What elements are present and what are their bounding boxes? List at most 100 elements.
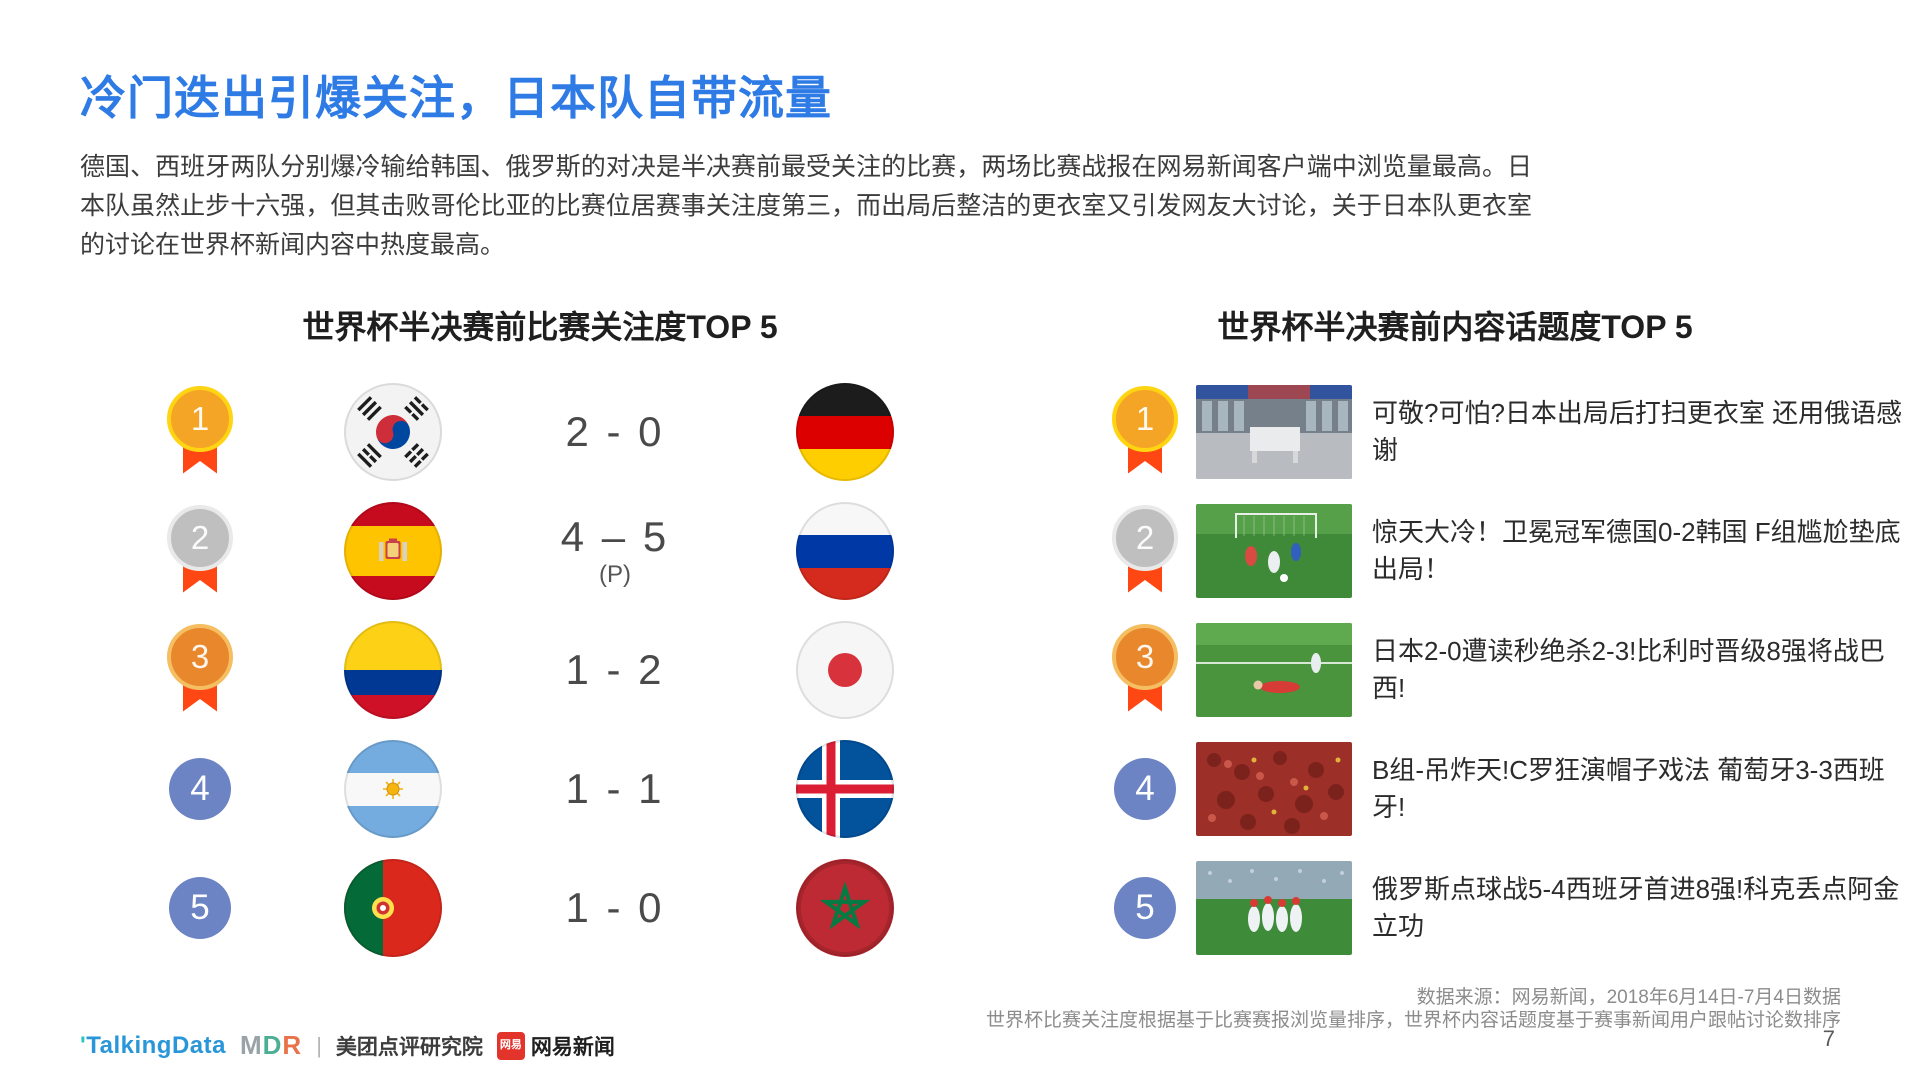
mdr-logo: MDR	[240, 1030, 302, 1061]
score-text: 2 - 0	[565, 407, 665, 455]
locker-room-photo	[1196, 384, 1352, 479]
celebration-photo	[1196, 860, 1352, 955]
news-row: 2 惊天大冷！卫冕冠军德国0-2韩国 F组尴尬垫底出局！	[0, 491, 1921, 610]
medal-circle: 2	[167, 504, 233, 571]
rank-badge: 2	[1112, 504, 1178, 597]
news-ranking-list: 1 可敬?可怕?日本出局后打扫更衣室 还用俄语感谢 2 惊天大冷！卫冕冠军德国0-2韩…	[0, 372, 1921, 967]
intro-paragraph: 德国、西班牙两队分别爆冷输给韩国、俄罗斯的对决是半决赛前最受关注的比赛，两场比赛…	[80, 153, 1532, 259]
rank-number: 3	[1135, 637, 1155, 675]
rank-badge: 1	[167, 385, 233, 478]
news-title: 俄罗斯点球战5-4西班牙首进8强!科克丢点阿金立功	[1372, 873, 1900, 941]
talkingdata-logo: 'TalkingData	[80, 1032, 226, 1060]
flag-south-korea-icon	[343, 382, 443, 482]
rank-number: 1	[1135, 399, 1155, 437]
rank-badge: 5	[167, 862, 233, 954]
netease-news-wordmark: 网易新闻	[530, 1035, 615, 1059]
player-down-photo	[1196, 622, 1352, 717]
flag-portugal-icon	[343, 858, 443, 958]
rank-number: 1	[190, 399, 210, 437]
rank-circle: 4	[1114, 757, 1176, 820]
rank-badge: 2	[167, 504, 233, 597]
match-row: 3 1 - 2	[0, 610, 980, 729]
logo-divider: |	[316, 1032, 322, 1058]
score-text: 1 - 0	[565, 883, 665, 931]
source-line-1: 数据来源：网易新闻，2018年6月14日-7月4日数据	[1416, 987, 1841, 1008]
match-score: 1 - 2	[500, 646, 730, 694]
netease-badge-icon: 网易	[496, 1031, 525, 1060]
rank-circle: 4	[169, 757, 231, 820]
data-source-note: 数据来源：网易新闻，2018年6月14日-7月4日数据 世界杯比赛关注度根据基于…	[986, 986, 1841, 1032]
page-title: 冷门迭出引爆关注，日本队自带流量	[80, 72, 832, 124]
mdr-letter-d: D	[262, 1030, 283, 1060]
mdr-letter-m: M	[239, 1030, 263, 1060]
penalty-note: (P)	[599, 560, 631, 588]
flag-spain-icon	[343, 501, 443, 601]
match-score: 4 – 5 (P)	[500, 513, 730, 589]
rank-badge: 1	[1112, 385, 1178, 478]
flag-colombia-icon	[343, 620, 443, 720]
flag-argentina-icon	[343, 739, 443, 839]
rank-badge: 4	[167, 743, 233, 835]
news-row: 4 B组-吊炸天!C罗狂演帽子戏法 葡萄牙3-3西班牙!	[0, 729, 1921, 848]
talkingdata-tick-icon: '	[80, 1031, 87, 1059]
rank-badge: 3	[167, 623, 233, 716]
score-text: 1 - 2	[565, 645, 665, 693]
rank-cell: 3	[167, 623, 233, 716]
logo-strip: 'TalkingData MDR | 美团点评研究院 网易 网易新闻	[80, 1030, 615, 1061]
right-column-header: 世界杯半决赛前内容话题度TOP 5	[1217, 309, 1693, 345]
news-title: 可敬?可怕?日本出局后打扫更衣室 还用俄语感谢	[1372, 397, 1903, 465]
rank-cell: 5	[1112, 862, 1178, 954]
goal-scene-photo	[1196, 503, 1352, 598]
rank-cell: 2	[167, 504, 233, 597]
match-row: 4 1 - 1	[0, 729, 980, 848]
news-row: 3 日本2-0遭读秒绝杀2-3!比利时晋级8强将战巴西!	[0, 610, 1921, 729]
rank-badge: 5	[1112, 862, 1178, 954]
rank-number: 4	[1135, 768, 1155, 808]
flag-iceland-icon	[795, 739, 895, 839]
rank-number: 5	[190, 887, 210, 927]
rank-circle: 5	[169, 876, 231, 939]
rank-cell: 3	[1112, 623, 1178, 716]
rank-cell: 2	[1112, 504, 1178, 597]
mdr-letter-r: R	[282, 1030, 303, 1060]
rank-number: 5	[1135, 887, 1155, 927]
match-row: 2 4 – 5 (P)	[0, 491, 980, 610]
rank-cell: 1	[167, 385, 233, 478]
rank-badge: 3	[1112, 623, 1178, 716]
news-row: 5 俄罗斯点球战5-4西班牙首进8强!科克丢点阿金立功	[0, 848, 1921, 967]
rank-cell: 4	[167, 743, 233, 835]
news-title: B组-吊炸天!C罗狂演帽子戏法 葡萄牙3-3西班牙!	[1372, 754, 1885, 822]
match-score: 1 - 1	[500, 765, 730, 813]
rank-number: 2	[190, 518, 210, 556]
news-title: 惊天大冷！卫冕冠军德国0-2韩国 F组尴尬垫底出局！	[1372, 516, 1901, 584]
rank-number: 4	[190, 768, 210, 808]
flag-russia-icon	[795, 501, 895, 601]
rank-circle: 5	[1114, 876, 1176, 939]
rank-cell: 1	[1112, 385, 1178, 478]
rank-badge: 4	[1112, 743, 1178, 835]
source-line-2: 世界杯比赛关注度根据基于比赛赛报浏览量排序，世界杯内容话题度基于赛事新闻用户跟帖…	[985, 1010, 1841, 1031]
score-text: 4 – 5	[560, 512, 670, 560]
match-ranking-list: 1 2 - 0 2 4 – 5 (P) 3 1 - 2 4 1 - 1 5 1 - 0	[0, 372, 980, 967]
rank-cell: 5	[167, 862, 233, 954]
page-number: 7	[1822, 1026, 1835, 1051]
medal-circle: 3	[167, 623, 233, 690]
left-column-header: 世界杯半决赛前比赛关注度TOP 5	[302, 309, 778, 345]
red-fans-photo	[1196, 741, 1352, 836]
news-row: 1 可敬?可怕?日本出局后打扫更衣室 还用俄语感谢	[0, 372, 1921, 491]
match-row: 1 2 - 0	[0, 372, 980, 491]
score-text: 1 - 1	[565, 764, 665, 812]
rank-number: 2	[1135, 518, 1155, 556]
news-title: 日本2-0遭读秒绝杀2-3!比利时晋级8强将战巴西!	[1372, 635, 1885, 703]
medal-circle: 1	[167, 385, 233, 452]
medal-circle: 3	[1112, 623, 1178, 690]
match-score: 1 - 0	[500, 884, 730, 932]
match-row: 5 1 - 0	[0, 848, 980, 967]
medal-circle: 2	[1112, 504, 1178, 571]
flag-morocco-icon	[795, 858, 895, 958]
netease-news-logo: 网易 网易新闻	[496, 1031, 615, 1061]
flag-japan-icon	[795, 620, 895, 720]
rank-cell: 4	[1112, 743, 1178, 835]
meituan-dianping-institute-logo: 美团点评研究院	[335, 1035, 483, 1059]
